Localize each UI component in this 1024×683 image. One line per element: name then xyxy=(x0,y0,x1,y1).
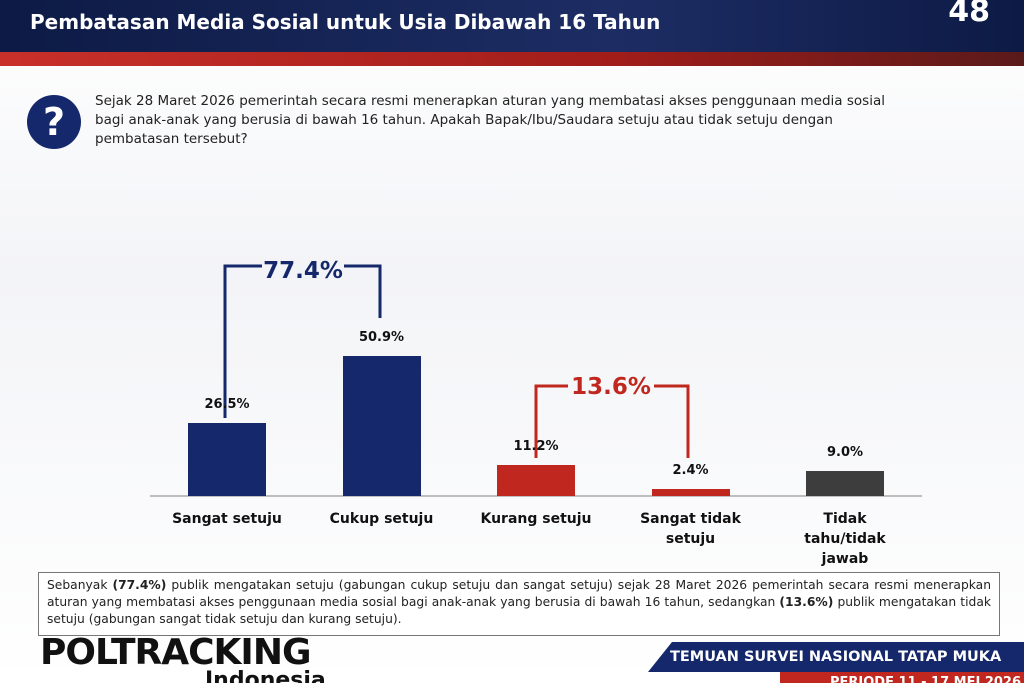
header-stripe xyxy=(0,52,1024,66)
value-label: 9.0% xyxy=(826,445,864,461)
summary-highlight: (13.6%) xyxy=(779,595,834,609)
value-label: 26.5% xyxy=(204,397,250,413)
bar xyxy=(497,465,575,496)
bar xyxy=(188,423,266,496)
bar xyxy=(806,471,884,496)
category-label: Sangat setuju xyxy=(172,511,282,527)
value-label: 50.9% xyxy=(358,330,405,346)
bar xyxy=(651,489,730,496)
category-label: Sangat tidak setuju xyxy=(640,511,741,547)
footer-banner: TEMUAN SURVEI NASIONAL TATAP MUKA xyxy=(648,642,1024,672)
category-label: Cukup setuju xyxy=(329,511,434,527)
logo: POLTRACKING xyxy=(40,632,311,673)
page-number: 48 xyxy=(948,0,990,29)
value-label: 2.4% xyxy=(672,463,709,479)
summary: Sebanyak (77.4%) publik mengatakan setuj… xyxy=(38,572,1000,636)
bracket xyxy=(344,264,382,318)
category-label: Tidak tahu/tidak jawab xyxy=(804,511,886,567)
annotation: 13.6% xyxy=(571,374,651,400)
summary-text: Sebanyak xyxy=(47,578,113,592)
bar xyxy=(342,356,421,496)
summary-highlight: (77.4%) xyxy=(112,578,167,592)
bracket xyxy=(654,384,690,458)
summary-text: publik mengatakan tidak setuju (gabungan… xyxy=(47,595,991,626)
footer-period: PERIODE 11 - 17 MEI 2026 xyxy=(780,672,1024,683)
question-icon: ? xyxy=(27,95,81,149)
bracket xyxy=(534,384,568,458)
logo-sub: Indonesia xyxy=(205,668,326,683)
question: Sejak 28 Maret 2026 pemerintah secara re… xyxy=(95,93,885,147)
annotation: 77.4% xyxy=(263,258,343,284)
bracket xyxy=(223,264,262,418)
value-label: 11.2% xyxy=(513,439,559,455)
header-band xyxy=(0,0,1024,52)
category-label: Kurang setuju xyxy=(480,511,592,527)
summary-text: publik mengatakan setuju (gabungan cukup… xyxy=(47,578,991,609)
title: Pembatasan Media Sosial untuk Usia Dibaw… xyxy=(30,10,661,34)
